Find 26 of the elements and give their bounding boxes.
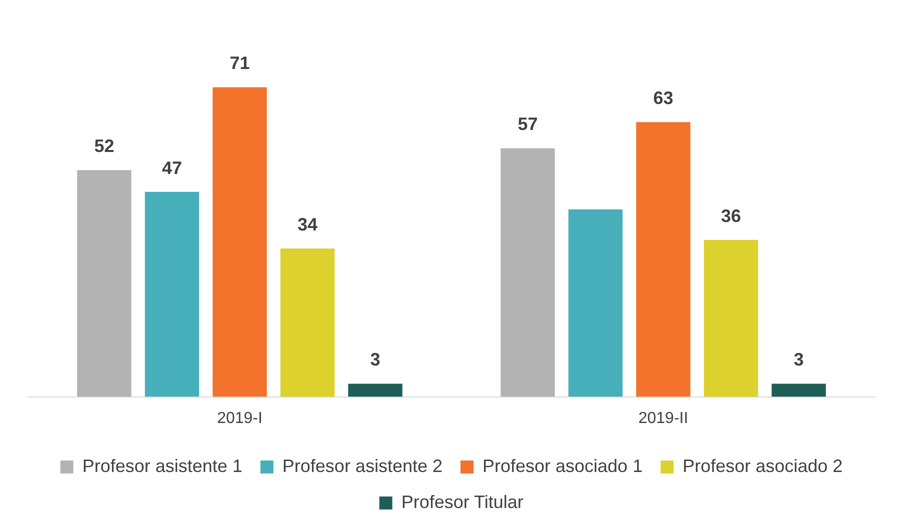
- bar: [500, 148, 555, 397]
- bar: [568, 209, 623, 397]
- data-label: 71: [230, 53, 250, 74]
- data-label: 3: [370, 350, 380, 370]
- data-label: 57: [518, 114, 538, 134]
- bar: [144, 192, 200, 397]
- data-label: 52: [94, 136, 114, 156]
- data-label: 34: [297, 214, 318, 235]
- legend-label: Profesor asociado 2: [682, 456, 843, 476]
- bar: [280, 248, 335, 397]
- legend-label: Profesor asistente 1: [82, 456, 242, 476]
- legend-label: Profesor asistente 2: [282, 456, 442, 476]
- bar: [772, 384, 826, 397]
- bar: [77, 170, 132, 397]
- x-tick-label: 2019-I: [217, 410, 262, 427]
- data-label: 3: [794, 350, 804, 370]
- bar: [636, 122, 690, 397]
- legend-label: Profesor Titular: [401, 492, 524, 512]
- data-label: 47: [162, 158, 182, 178]
- data-label: 36: [720, 206, 742, 226]
- legend-label: Profesor asociado 1: [482, 456, 643, 476]
- x-tick-label: 2019-II: [638, 410, 688, 427]
- data-label: 63: [653, 88, 674, 108]
- bar: [212, 87, 267, 397]
- bar: [348, 384, 402, 397]
- bar: [704, 240, 758, 397]
